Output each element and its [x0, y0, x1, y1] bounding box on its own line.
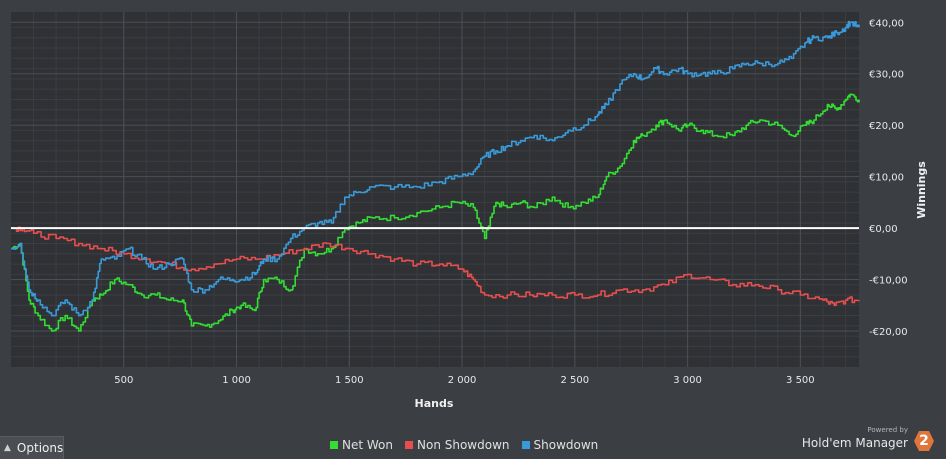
legend-swatch-showdown	[521, 441, 530, 449]
x-tick-label: 3 000	[673, 375, 702, 386]
legend-label: Showdown	[533, 438, 599, 452]
series-line-showdown	[11, 20, 860, 317]
grid-lines	[11, 12, 859, 367]
x-tick-label: 3 500	[786, 375, 815, 386]
y-tick-label: -€20,00	[869, 327, 908, 338]
x-axis-title: Hands	[415, 397, 454, 410]
y-tick-label: €30,00	[869, 70, 904, 81]
y-tick-label: €0,00	[869, 224, 898, 235]
legend-item-net-won[interactable]: Net Won	[330, 438, 393, 452]
plot-area	[11, 12, 859, 367]
y-tick-label: €40,00	[869, 18, 904, 29]
x-tick-label: 2 500	[561, 375, 590, 386]
brand-badge: Powered by Hold'em Manager 2	[802, 426, 934, 451]
legend-label: Non Showdown	[417, 438, 510, 452]
brand-name: Hold'em Manager	[801, 436, 908, 450]
x-tick-label: 1 000	[222, 375, 251, 386]
options-button[interactable]: ▲ Options	[0, 436, 64, 459]
chart-legend: Net Won Non Showdown Showdown	[330, 438, 598, 452]
x-tick-label: 500	[114, 375, 133, 386]
axis-labels: 500 1 000 1 500 2 000 2 500 3 000 3 500 -€20,00…	[114, 18, 907, 386]
x-tick-label: 1 500	[335, 375, 364, 386]
x-tick-label: 2 000	[448, 375, 477, 386]
y-tick-label: -€10,00	[869, 276, 908, 287]
y-axis-title: Winnings	[915, 161, 928, 219]
legend-item-non-showdown[interactable]: Non Showdown	[405, 438, 510, 452]
y-tick-label: €10,00	[869, 173, 904, 184]
series-layer	[11, 20, 860, 332]
legend-label: Net Won	[342, 438, 393, 452]
legend-item-showdown[interactable]: Showdown	[521, 438, 599, 452]
series-line-net-won	[11, 93, 860, 332]
y-tick-label: €20,00	[869, 121, 904, 132]
brand-logo-icon: 2	[914, 431, 934, 451]
chevron-up-icon: ▲	[4, 443, 11, 453]
legend-swatch-non-showdown	[405, 441, 413, 449]
options-label: Options	[16, 441, 64, 455]
powered-by-text: Powered by	[867, 426, 908, 434]
legend-swatch-net-won	[330, 441, 338, 449]
